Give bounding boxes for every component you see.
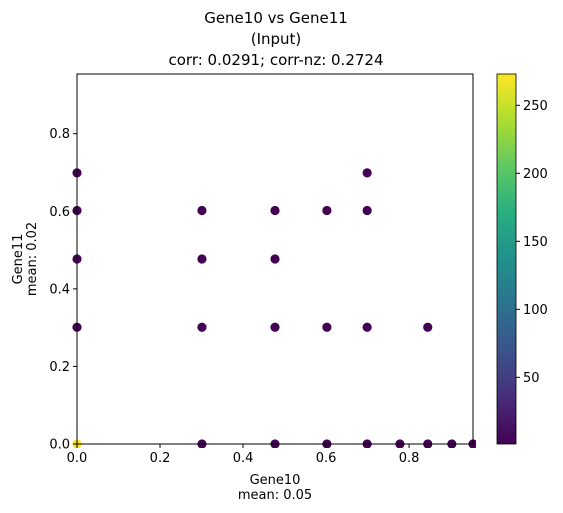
chart-title-line-3: corr: 0.0291; corr-nz: 0.2724	[169, 51, 384, 69]
scatter-point	[270, 205, 280, 216]
y-tick-label: 0.6	[49, 205, 70, 220]
colorbar-tick-label: 200	[523, 167, 548, 182]
scatter-point	[362, 168, 372, 178]
scatter-point	[362, 322, 372, 332]
colorbar-tick-label: 50	[523, 371, 540, 386]
colorbar	[496, 73, 517, 445]
scatter-point	[197, 254, 207, 264]
y-axis-label-line-2: mean: 0.02	[25, 222, 40, 296]
scatter-point	[270, 322, 280, 332]
x-axis: 0.0 0.2 0.4 0.6 0.8	[67, 444, 420, 466]
colorbar-tick-label: 150	[523, 235, 548, 250]
points-layer	[72, 168, 476, 448]
x-tick-label: 0.6	[316, 451, 337, 466]
scatter-point	[270, 254, 280, 264]
x-tick-label: 0.8	[399, 451, 420, 466]
scatter-point	[197, 322, 207, 332]
scatter-point	[322, 205, 332, 216]
colorbar-tick-label: 100	[523, 303, 548, 318]
chart-title-line-2: (Input)	[251, 30, 302, 48]
x-tick-label: 0.0	[67, 451, 88, 466]
x-tick-label: 0.4	[233, 451, 254, 466]
scatter-point	[362, 205, 372, 216]
y-tick-label: 0.2	[49, 360, 70, 375]
x-axis-label-line-1: Gene10	[250, 473, 301, 488]
y-tick-label: 0.0	[49, 438, 70, 453]
plot-frame	[76, 73, 474, 445]
scatter-point	[423, 322, 433, 332]
y-tick-label: 0.8	[49, 127, 70, 142]
chart-title-line-1: Gene10 vs Gene11	[204, 9, 348, 27]
scatter-point	[322, 322, 332, 332]
y-axis: 0.0 0.2 0.4 0.6 0.8	[49, 127, 77, 453]
x-axis-label-line-2: mean: 0.05	[238, 488, 312, 503]
colorbar-tick-label: 250	[523, 99, 548, 114]
scatter-point	[197, 205, 207, 216]
y-axis-label-line-1: Gene11	[11, 234, 26, 285]
x-tick-label: 0.2	[150, 451, 171, 466]
colorbar-axis: 50 100 150 200 250	[516, 99, 548, 386]
y-tick-label: 0.4	[49, 282, 70, 297]
